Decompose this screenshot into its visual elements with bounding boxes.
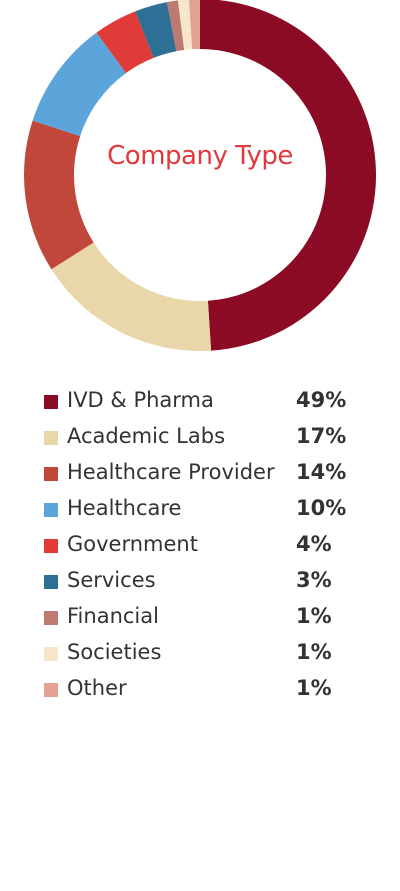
legend-value: 4% — [296, 532, 332, 556]
legend-value: 10% — [296, 496, 347, 520]
donut-slice-financial — [167, 0, 185, 52]
legend-value: 1% — [296, 640, 332, 664]
legend-swatch — [44, 431, 58, 445]
legend-label: Financial — [67, 604, 159, 628]
chart-title: Company Type — [107, 141, 293, 171]
legend-item: IVD & Pharma 49% — [44, 384, 364, 420]
legend-item: Academic Labs 17% — [44, 420, 364, 456]
legend-swatch — [44, 611, 58, 625]
donut-slice-societies — [177, 0, 193, 50]
chart-legend: IVD & Pharma 49% Academic Labs 17% Healthcar… — [44, 384, 364, 708]
legend-item: Government 4% — [44, 528, 364, 564]
legend-value: 3% — [296, 568, 332, 592]
legend-item: Healthcare Provider 14% — [44, 456, 364, 492]
legend-label: Services — [67, 568, 156, 592]
legend-swatch — [44, 647, 58, 661]
legend-value: 1% — [296, 676, 332, 700]
legend-label: Government — [67, 532, 198, 556]
legend-label: IVD & Pharma — [67, 388, 214, 412]
donut-slice-academic-labs — [51, 242, 212, 352]
legend-value: 17% — [296, 424, 347, 448]
legend-label: Other — [67, 676, 127, 700]
donut-slice-other — [188, 0, 200, 50]
legend-item: Financial 1% — [44, 600, 364, 636]
legend-swatch — [44, 683, 58, 697]
donut-slice-healthcare — [32, 32, 126, 137]
donut-slice-government — [96, 11, 154, 74]
legend-label: Societies — [67, 640, 162, 664]
legend-item: Services 3% — [44, 564, 364, 600]
legend-label: Healthcare — [67, 496, 182, 520]
legend-label: Healthcare Provider — [67, 460, 275, 484]
legend-item: Societies 1% — [44, 636, 364, 672]
donut-svg — [23, 0, 376, 352]
donut-slice-ivd-pharma — [200, 0, 376, 351]
legend-label: Academic Labs — [67, 424, 226, 448]
donut-chart: Company Type — [0, 0, 400, 360]
legend-value: 14% — [296, 460, 347, 484]
donut-slice-healthcare-provider — [23, 120, 94, 270]
legend-value: 1% — [296, 604, 332, 628]
donut-slice-services — [135, 2, 177, 58]
legend-item: Healthcare 10% — [44, 492, 364, 528]
legend-swatch — [44, 395, 58, 409]
legend-swatch — [44, 575, 58, 589]
legend-value: 49% — [296, 388, 347, 412]
legend-swatch — [44, 539, 58, 553]
legend-swatch — [44, 467, 58, 481]
legend-item: Other 1% — [44, 672, 364, 708]
legend-swatch — [44, 503, 58, 517]
